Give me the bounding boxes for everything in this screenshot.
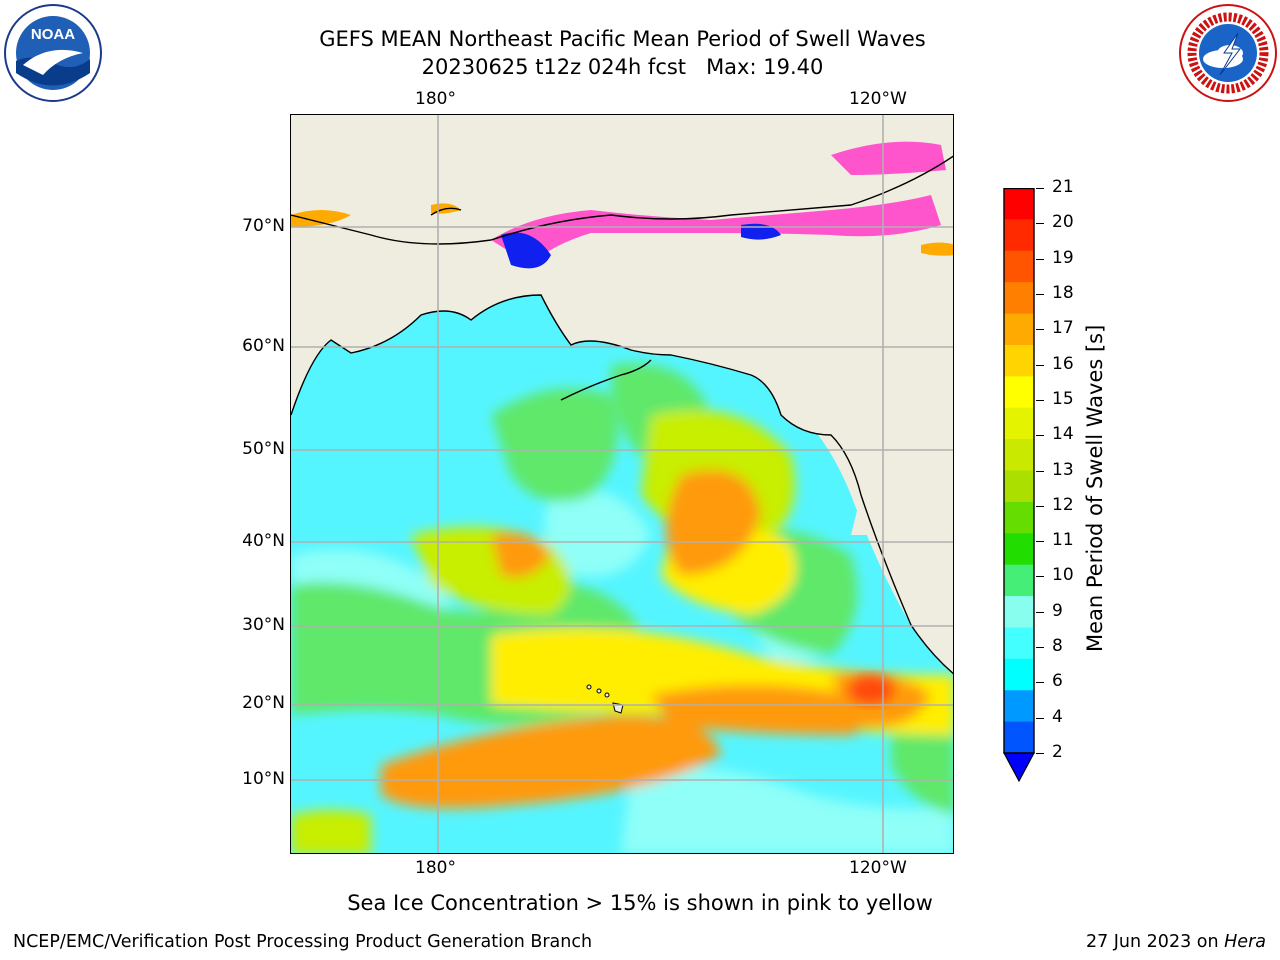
colorbar-tick-label: 6 [1052, 671, 1063, 692]
map-panel [290, 114, 954, 854]
colorbar-tick-mark [1036, 541, 1044, 543]
max-period-hotspot [849, 676, 893, 704]
colorbar-segment [1004, 627, 1034, 660]
footer-left: NCEP/EMC/Verification Post Processing Pr… [13, 932, 593, 952]
sea-ice-field [291, 141, 953, 269]
graticule [291, 115, 953, 853]
lat-tick-50n: 50°N [242, 439, 285, 459]
colorbar-tick-label: 20 [1052, 212, 1074, 233]
colorbar-outline [1003, 187, 1035, 754]
colorbar-tick-mark [1036, 399, 1044, 401]
colorbar-tick-label: 9 [1052, 600, 1063, 621]
coastlines [291, 155, 953, 675]
lat-tick-60n: 60°N [242, 336, 285, 356]
colorbar-segment [1004, 658, 1034, 691]
noaa-logo: NOAA [3, 3, 103, 103]
colorbar-segment [1004, 501, 1034, 534]
colorbar-segment [1004, 564, 1034, 597]
colorbar-tick-label: 2 [1052, 742, 1063, 762]
colorbar-tick-mark [1036, 753, 1044, 754]
footer-machine: Hera [1224, 932, 1266, 952]
colorbar-tick-mark [1036, 435, 1044, 437]
colorbar-tick-label: 13 [1052, 459, 1074, 480]
footer-date: 27 Jun 2023 on [1085, 932, 1225, 952]
colorbar-tick-mark [1036, 329, 1044, 331]
colorbar-segment [1004, 250, 1034, 283]
colorbar-segment [1004, 344, 1034, 377]
chart-title-line2: 20230625 t12z 024h fcst Max: 19.40 [421, 55, 824, 79]
noaa-logo-text: NOAA [31, 26, 75, 43]
lat-tick-30n: 30°N [242, 615, 285, 635]
colorbar-tick-mark [1036, 293, 1044, 295]
lat-tick-20n: 20°N [242, 693, 285, 713]
colorbar-tick-label: 4 [1052, 706, 1063, 727]
colorbar-segment [1004, 690, 1034, 723]
chart-title-line1: GEFS MEAN Northeast Pacific Mean Period … [319, 27, 926, 51]
colorbar-tick-label: 8 [1052, 636, 1063, 657]
colorbar-segment [1004, 282, 1034, 315]
colorbar-tick-label: 12 [1052, 494, 1074, 515]
colorbar-tick-mark [1036, 223, 1044, 225]
colorbar-segment [1004, 439, 1034, 471]
colorbar-segment [1004, 721, 1034, 754]
colorbar-tick-label: 19 [1052, 247, 1074, 268]
lon-tick-top-120w: 120°W [849, 89, 907, 109]
colorbar-tick-label: 18 [1052, 282, 1074, 303]
colorbar-tick-label: 16 [1052, 353, 1074, 374]
nws-logo [1178, 3, 1278, 103]
footer-right: 27 Jun 2023 on Hera [1086, 932, 1266, 952]
colorbar-tick-mark [1036, 364, 1044, 366]
colorbar-segment [1004, 313, 1034, 346]
colorbar-tick-label: 15 [1052, 388, 1074, 409]
colorbar-tick-mark [1036, 647, 1044, 649]
map-svg [291, 115, 953, 853]
colorbar [1002, 187, 1037, 792]
colorbar-tick-mark [1036, 470, 1044, 472]
colorbar-tick-mark [1036, 576, 1044, 578]
colorbar-tick-label: 21 [1052, 177, 1074, 197]
lat-tick-40n: 40°N [242, 531, 285, 551]
lat-tick-10n: 10°N [242, 769, 285, 789]
colorbar-segment [1004, 188, 1034, 220]
colorbar-tick-label: 14 [1052, 424, 1074, 445]
colorbar-tick-mark [1036, 682, 1044, 684]
colorbar-tick-mark [1036, 505, 1044, 507]
colorbar-segment [1004, 596, 1034, 628]
lon-tick-bottom-120w: 120°W [849, 858, 907, 878]
colorbar-under-arrow [1002, 752, 1036, 783]
colorbar-tick-mark [1036, 717, 1044, 719]
colorbar-tick-mark [1036, 258, 1044, 260]
colorbar-tick-label: 11 [1052, 530, 1074, 551]
sea-ice-note: Sea Ice Concentration > 15% is shown in … [347, 891, 933, 915]
colorbar-label: Mean Period of Swell Waves [s] [1083, 324, 1107, 652]
colorbar-tick-label: 10 [1052, 565, 1074, 586]
colorbar-segment [1004, 376, 1034, 409]
colorbar-tick-label: 17 [1052, 318, 1074, 339]
lon-tick-top-180: 180° [415, 89, 456, 109]
colorbar-segment [1004, 407, 1034, 440]
colorbar-svg [1002, 187, 1036, 783]
colorbar-tick-mark [1036, 611, 1044, 613]
colorbar-tick-mark [1036, 188, 1044, 189]
colorbar-segment [1004, 533, 1034, 566]
colorbar-segment [1004, 470, 1034, 503]
lat-tick-70n: 70°N [242, 216, 285, 236]
lon-tick-bottom-180: 180° [415, 858, 456, 878]
swell-period-field [291, 363, 953, 853]
colorbar-segment [1004, 219, 1034, 252]
